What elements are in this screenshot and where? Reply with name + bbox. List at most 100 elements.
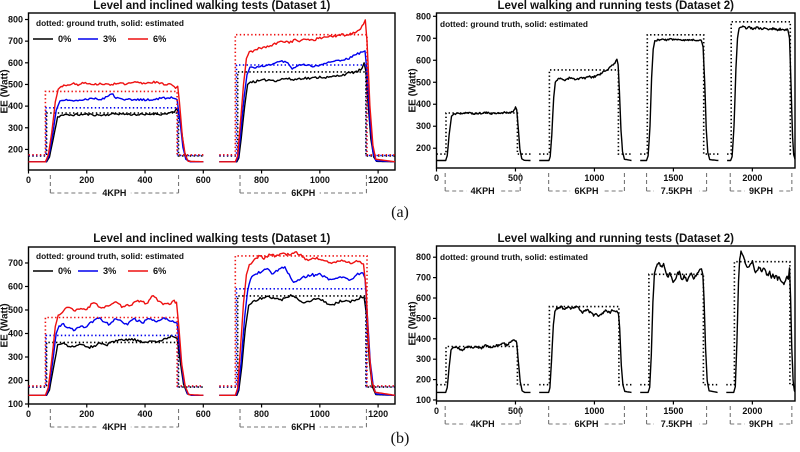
- series-6%: [28, 19, 396, 163]
- series-0%: [28, 62, 396, 163]
- x-tick-label: 0: [26, 175, 31, 185]
- x-axis: 0 200 400 600 800 1000 1200: [26, 170, 388, 185]
- x-tick-label: 1000: [310, 175, 330, 185]
- x-tick-label: 500: [508, 406, 523, 416]
- y-tick-label: 300: [416, 354, 431, 364]
- ground-truth-estimated: [436, 260, 795, 386]
- axes-frame: [27, 246, 396, 405]
- y-tick-label: 600: [416, 293, 431, 303]
- x-tick-label: 600: [196, 409, 211, 419]
- bracket-label: 6KPH: [291, 188, 315, 198]
- bracket-label: 9KPH: [749, 186, 773, 196]
- x-tick-label: 2000: [742, 406, 762, 416]
- y-tick-label: 200: [416, 143, 431, 153]
- x-tick-label: 600: [196, 175, 211, 185]
- y-axis-label: EE (Watt): [408, 301, 419, 345]
- series-3%: [28, 50, 396, 163]
- x-tick-label: 1500: [663, 406, 683, 416]
- y-tick-label: 700: [416, 273, 431, 283]
- subfigure-label-b: (b): [390, 430, 410, 447]
- x-axis: 0 500 1000 1500 2000: [434, 168, 762, 183]
- ground-truth-6%: [28, 255, 395, 387]
- x-tick-label: 1000: [584, 173, 604, 183]
- x-tick-label: 400: [138, 175, 153, 185]
- plot-title: Level and inclined walking tests (Datase…: [93, 233, 330, 245]
- x-tick-label: 1200: [368, 175, 388, 185]
- bracket-label: 4KPH: [471, 419, 495, 429]
- y-tick-label: 600: [8, 58, 23, 68]
- x-tick-label: 800: [254, 175, 269, 185]
- y-tick-label: 600: [8, 281, 23, 291]
- series-3%: [28, 266, 396, 396]
- speed-bracket-4KPH: 4KPH: [444, 173, 521, 197]
- x-axis: 0 200 400 600 800 1000 1200: [26, 404, 388, 419]
- speed-bracket-9KPH: 9KPH: [729, 406, 793, 430]
- speed-bracket-6KPH: 6KPH: [239, 409, 367, 433]
- legend-note: dotted: ground truth, solid: estimated: [36, 251, 184, 261]
- bracket-label: 7.5KPH: [661, 186, 693, 196]
- y-axis-label: EE (Watt): [0, 69, 11, 113]
- ground-truth-estimated: [436, 21, 795, 155]
- plot-title: Level and inclined walking tests (Datase…: [93, 0, 330, 12]
- y-axis-label: EE (Watt): [0, 303, 11, 347]
- x-tick-label: 0: [26, 409, 31, 419]
- y-tick-label: 700: [8, 258, 23, 268]
- series-estimated: [436, 250, 796, 394]
- axes-frame: [435, 12, 796, 169]
- x-tick-label: 200: [79, 409, 94, 419]
- y-tick-label: 300: [8, 352, 23, 362]
- bracket-label: 9KPH: [749, 419, 773, 429]
- y-axis-label: EE (Watt): [408, 68, 419, 112]
- bracket-label: 7.5KPH: [661, 419, 693, 429]
- y-tick-label: 600: [416, 55, 431, 65]
- y-tick-label: 800: [8, 14, 23, 24]
- y-tick-label: 200: [416, 375, 431, 385]
- x-tick-label: 500: [508, 173, 523, 183]
- ground-truth-6%: [28, 33, 395, 156]
- bracket-label: 4KPH: [102, 422, 126, 432]
- bracket-label: 4KPH: [102, 188, 126, 198]
- y-tick-label: 700: [416, 33, 431, 43]
- speed-bracket-4KPH: 4KPH: [49, 175, 180, 199]
- x-tick-label: 400: [138, 409, 153, 419]
- y-tick-label: 400: [416, 334, 431, 344]
- speed-bracket-9KPH: 9KPH: [729, 173, 793, 197]
- y-tick-label: 400: [416, 99, 431, 109]
- y-tick-label: 400: [8, 328, 23, 338]
- y-tick-label: 300: [8, 123, 23, 133]
- y-axis: 100 200 300 400 500 600 700 800: [416, 252, 437, 405]
- speed-bracket-4KPH: 4KPH: [49, 409, 180, 433]
- ground-truth-3%: [28, 64, 395, 157]
- x-tick-label: 800: [254, 409, 269, 419]
- axes-frame: [435, 245, 796, 402]
- x-tick-label: 200: [79, 175, 94, 185]
- x-tick-label: 1000: [584, 406, 604, 416]
- y-axis: 100 200 300 400 500 600 700: [8, 258, 29, 409]
- plot-title: Level walking and running tests (Dataset…: [498, 0, 735, 12]
- y-tick-label: 500: [8, 305, 23, 315]
- y-tick-label: 100: [416, 395, 431, 405]
- panel-chart-3: Level walking and running tests (Dataset…: [408, 233, 796, 430]
- speed-bracket-7.5KPH: 7.5KPH: [645, 406, 708, 430]
- y-axis: 200 300 400 500 600 700 800: [8, 14, 29, 154]
- bracket-label: 6KPH: [575, 419, 599, 429]
- legend-note: dotted: ground truth, solid: estimated: [36, 18, 184, 28]
- y-tick-label: 200: [8, 375, 23, 385]
- x-tick-label: 1000: [310, 409, 330, 419]
- y-axis: 200 300 400 500 600 700 800: [416, 11, 437, 153]
- y-tick-label: 800: [416, 252, 431, 262]
- series-estimated: [436, 25, 796, 162]
- x-tick-label: 0: [434, 173, 439, 183]
- legend-label-0%: 0%: [58, 34, 71, 44]
- x-tick-label: 1500: [663, 173, 683, 183]
- series-6%: [28, 251, 396, 396]
- subfigure-label-a: (a): [391, 204, 409, 221]
- speed-bracket-7.5KPH: 7.5KPH: [645, 173, 708, 197]
- legend-label-3%: 3%: [103, 266, 116, 276]
- y-tick-label: 400: [8, 101, 23, 111]
- bracket-label: 4KPH: [471, 186, 495, 196]
- y-tick-label: 500: [416, 77, 431, 87]
- speed-bracket-6KPH: 6KPH: [548, 173, 625, 197]
- x-tick-label: 0: [434, 406, 439, 416]
